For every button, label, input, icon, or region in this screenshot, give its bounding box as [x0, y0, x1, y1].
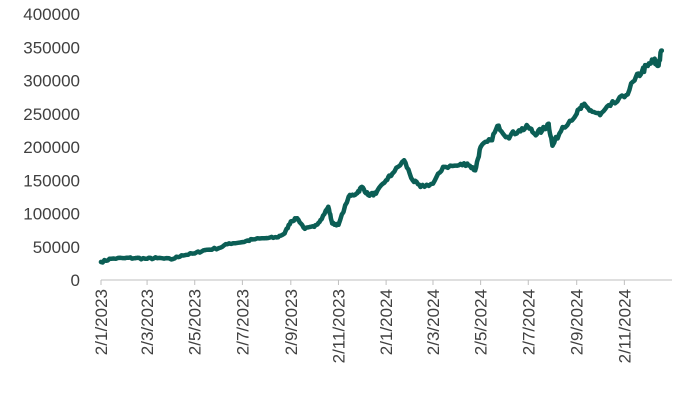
data-point: [359, 184, 365, 190]
data-point: [655, 63, 661, 69]
x-axis-ticks: 2/1/2023 2/3/2023 2/5/2023 2/7/2023 2/9/2023…: [92, 289, 634, 363]
y-axis-ticks: 0 50000 100000 150000 200000 250000 300000 3500…: [23, 5, 80, 290]
series-line: [98, 48, 665, 265]
x-tick-label: 2/3/2024: [424, 289, 443, 355]
x-tick-label: 2/9/2023: [282, 289, 301, 355]
data-point: [216, 245, 222, 251]
data-point: [390, 171, 395, 176]
data-point: [383, 178, 389, 183]
data-point: [326, 204, 331, 209]
y-tick-label: 250000: [23, 105, 80, 124]
x-tick-label: 2/11/2024: [615, 289, 634, 363]
data-point: [133, 255, 138, 261]
data-point: [365, 192, 371, 198]
data-point: [540, 128, 545, 133]
data-point: [179, 253, 184, 258]
x-tick-label: 2/1/2023: [92, 289, 111, 355]
y-tick-label: 100000: [23, 205, 80, 224]
data-point: [478, 144, 483, 150]
series-layer: [98, 48, 665, 265]
data-point: [550, 143, 555, 148]
y-tick-label: 300000: [23, 72, 80, 91]
data-point: [288, 219, 293, 224]
data-point: [373, 191, 379, 196]
data-point: [546, 121, 551, 126]
data-point: [354, 191, 359, 196]
data-point: [312, 224, 317, 229]
data-point: [240, 239, 245, 245]
data-point: [250, 237, 255, 242]
x-tick-label: 2/5/2023: [186, 289, 205, 355]
data-point: [465, 161, 470, 166]
x-tick-label: 2/1/2024: [377, 289, 396, 355]
y-tick-label: 0: [71, 271, 80, 290]
data-point: [155, 255, 160, 261]
y-tick-label: 150000: [23, 171, 80, 190]
x-tick-label: 2/11/2023: [329, 289, 348, 363]
data-point: [580, 103, 586, 109]
data-point: [109, 256, 114, 261]
data-point: [574, 111, 579, 117]
data-point: [597, 112, 603, 118]
x-tick-label: 2/3/2023: [138, 289, 157, 355]
data-point: [560, 124, 565, 130]
data-point: [632, 78, 637, 83]
x-tick-label: 2/9/2024: [568, 289, 587, 355]
data-point: [302, 226, 308, 231]
data-point: [622, 94, 627, 100]
data-point: [645, 63, 650, 69]
y-tick-label: 200000: [23, 138, 80, 157]
x-tick-label: 2/7/2024: [519, 289, 538, 355]
y-tick-label: 50000: [33, 238, 80, 257]
data-point: [640, 68, 645, 73]
data-point: [473, 168, 478, 173]
data-point: [488, 138, 493, 143]
data-point: [282, 231, 287, 236]
data-point: [659, 48, 664, 53]
x-tick-label: 2/5/2024: [472, 289, 491, 355]
data-point: [430, 181, 436, 186]
y-tick-label: 400000: [23, 5, 80, 24]
data-point: [264, 235, 269, 241]
data-point: [318, 218, 323, 223]
data-point: [608, 103, 613, 109]
x-tick-label: 2/7/2023: [233, 289, 252, 355]
data-point: [169, 257, 174, 262]
data-point: [274, 235, 279, 240]
data-point: [346, 194, 351, 200]
data-point: [294, 216, 300, 221]
data-point: [410, 178, 415, 183]
data-point: [516, 128, 522, 133]
data-point: [505, 134, 510, 140]
data-point: [651, 58, 657, 63]
data-point: [226, 241, 232, 246]
data-point: [123, 255, 128, 261]
data-point: [98, 259, 104, 265]
data-point: [418, 184, 423, 190]
data-point: [330, 221, 335, 226]
data-point: [526, 124, 531, 130]
data-point: [202, 247, 208, 253]
data-point: [440, 164, 446, 170]
x-axis-tick-marks: [100, 280, 625, 285]
data-point: [496, 123, 501, 128]
data-point: [532, 131, 537, 136]
data-point: [588, 108, 593, 113]
data-point: [144, 256, 150, 261]
data-point: [401, 158, 407, 163]
data-point: [336, 222, 341, 227]
y-tick-label: 350000: [23, 38, 80, 57]
data-point: [192, 251, 197, 256]
data-point: [455, 163, 460, 168]
